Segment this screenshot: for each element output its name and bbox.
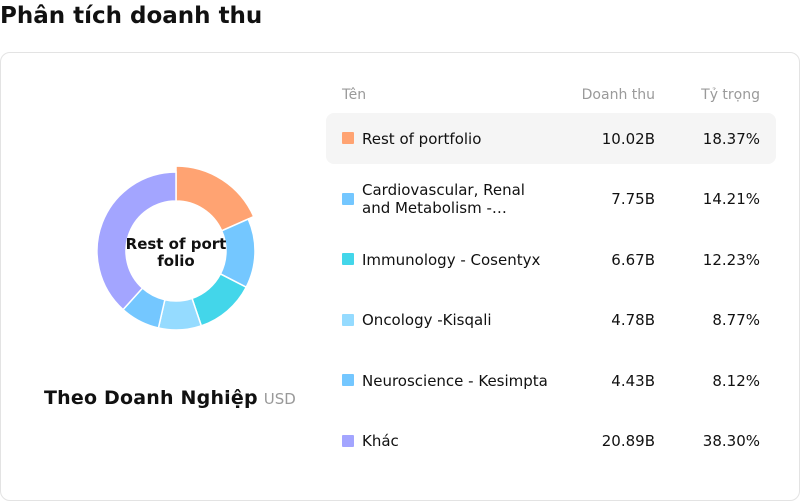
legend-swatch [342, 132, 354, 144]
row-name: Immunology - Cosentyx [362, 250, 541, 269]
donut-center-label: Rest of portfolio [125, 235, 227, 270]
row-share: 8.77% [712, 311, 760, 329]
donut-slice[interactable] [175, 165, 255, 232]
row-name: Oncology -Kisqali [362, 311, 492, 329]
donut-chart: Rest of portfolio [95, 164, 257, 336]
row-share: 18.37% [702, 129, 760, 148]
donut-slice[interactable] [96, 171, 177, 311]
legend-swatch [342, 253, 354, 265]
row-name: Khác [362, 432, 399, 450]
caption-title: Theo Doanh Nghiệp [44, 387, 258, 409]
table-row[interactable]: Immunology - Cosentyx 6.67B 12.23% [326, 234, 776, 285]
chart-caption: Theo Doanh Nghiệp USD [44, 387, 296, 409]
row-share: 38.30% [702, 432, 760, 450]
row-share: 12.23% [702, 250, 760, 269]
donut-svg [96, 165, 256, 331]
revenue-table: Tên Doanh thu Tỷ trọng Rest of portfolio… [326, 83, 776, 476]
legend-swatch [342, 374, 354, 386]
row-name: Cardiovascular, Renal and Metabolism -… [362, 181, 525, 217]
header-name: Tên [342, 87, 367, 103]
row-revenue: 7.75B [611, 190, 655, 208]
table-row[interactable]: Rest of portfolio 10.02B 18.37% [326, 113, 776, 164]
row-revenue: 10.02B [601, 129, 655, 148]
row-revenue: 20.89B [601, 432, 655, 450]
header-revenue: Doanh thu [581, 87, 655, 103]
legend-swatch [342, 434, 354, 447]
header-share: Tỷ trọng [701, 87, 760, 103]
caption-unit: USD [263, 390, 296, 408]
legend-swatch [342, 313, 354, 326]
row-name: Neuroscience - Kesimpta [362, 371, 548, 390]
row-share: 14.21% [702, 190, 760, 208]
page-title: Phân tích doanh thu [0, 3, 263, 29]
row-share: 8.12% [712, 371, 760, 390]
legend-swatch [342, 192, 354, 205]
row-name: Rest of portfolio [362, 129, 482, 148]
revenue-card: Rest of portfolio Theo Doanh Nghiệp USD T… [0, 52, 800, 501]
row-revenue: 6.67B [611, 250, 655, 269]
row-revenue: 4.43B [611, 371, 655, 390]
table-row[interactable]: Neuroscience - Kesimpta 4.43B 8.12% [326, 355, 776, 406]
table-header: Tên Doanh thu Tỷ trọng [326, 83, 776, 113]
table-row[interactable]: Cardiovascular, Renal and Metabolism -… … [326, 174, 776, 225]
table-row[interactable]: Oncology -Kisqali 4.78B 8.77% [326, 295, 776, 346]
table-row[interactable]: Khác 20.89B 38.30% [326, 416, 776, 467]
row-revenue: 4.78B [611, 311, 655, 329]
